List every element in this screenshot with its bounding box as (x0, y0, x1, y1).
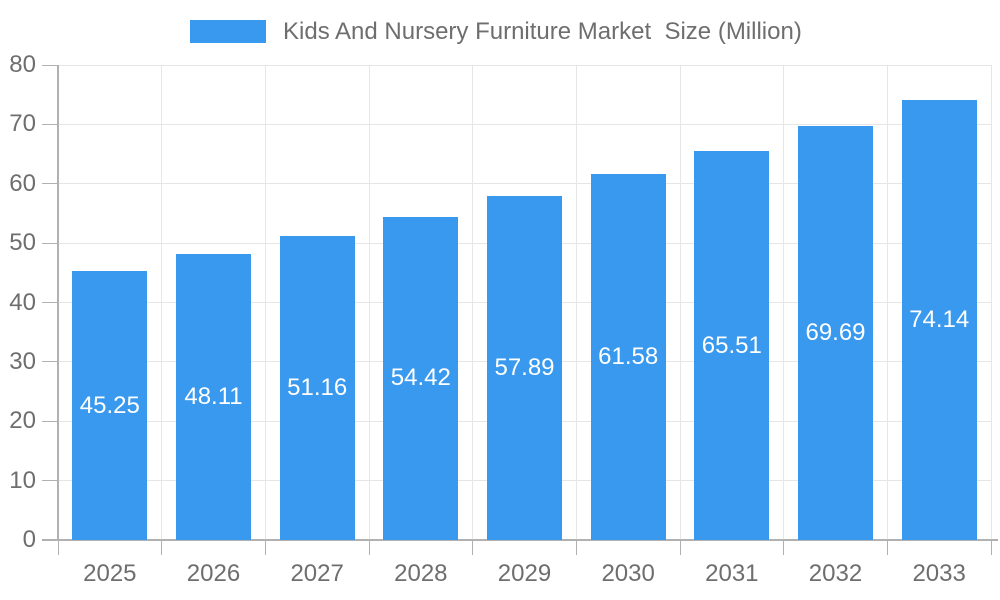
y-axis-label: 30 (9, 347, 36, 375)
x-axis-label: 2033 (912, 560, 966, 587)
x-gridline (886, 65, 888, 540)
y-axis-tick (42, 64, 58, 66)
x-axis-tick (472, 540, 474, 555)
bar-2029[interactable] (487, 196, 562, 540)
x-axis-label: 2029 (497, 560, 552, 587)
x-axis-line (42, 539, 998, 541)
bar-2032[interactable] (798, 126, 873, 540)
x-axis-tick (990, 540, 992, 555)
bar-2027[interactable] (279, 236, 355, 540)
x-axis-label: 2032 (808, 560, 863, 587)
bar-value-label: 74.14 (909, 305, 970, 333)
bar-2025[interactable] (72, 271, 148, 540)
x-gridline (264, 65, 266, 540)
y-axis-tick (42, 420, 58, 422)
x-axis-tick (264, 540, 266, 555)
x-gridline (783, 65, 785, 540)
y-gridline (58, 123, 991, 125)
y-axis-label: 10 (9, 466, 36, 494)
x-axis-tick (783, 540, 785, 555)
y-axis-label: 20 (9, 407, 36, 435)
y-axis-label: 60 (9, 169, 36, 197)
x-gridline (990, 65, 992, 540)
y-axis-tick (42, 183, 58, 185)
x-axis-label: 2031 (705, 560, 759, 587)
x-axis-label: 2030 (601, 560, 655, 587)
bar-2033[interactable] (901, 99, 977, 540)
legend-label[interactable]: Kids And Nursery Furniture Market Size (… (283, 18, 802, 45)
x-axis-tick (368, 540, 370, 555)
bar-value-label: 51.16 (287, 374, 348, 402)
x-gridline (679, 65, 681, 540)
legend-swatch[interactable] (190, 20, 266, 43)
y-gridline (58, 64, 991, 66)
x-axis-tick (161, 540, 163, 555)
y-axis-line (57, 65, 59, 540)
x-axis-tick (886, 540, 888, 555)
y-axis-label: 50 (9, 229, 36, 257)
x-axis-label: 2028 (394, 560, 448, 587)
bar-value-label: 61.58 (598, 343, 659, 371)
bar-2026[interactable] (176, 254, 251, 540)
y-axis-label: 0 (22, 526, 36, 553)
bar-2030[interactable] (590, 174, 666, 540)
y-axis-tick (42, 242, 58, 244)
y-axis-label: 70 (9, 110, 36, 138)
x-axis-tick (679, 540, 681, 555)
bar-value-label: 48.11 (184, 383, 243, 411)
bar-2031[interactable] (694, 151, 770, 540)
y-axis-tick (42, 480, 58, 482)
bar-2028[interactable] (383, 216, 459, 540)
bar-value-label: 65.51 (701, 331, 762, 359)
x-axis-tick (575, 540, 577, 555)
y-gridline (58, 183, 991, 185)
y-axis-tick (42, 361, 58, 363)
x-gridline (161, 65, 163, 540)
x-axis-label: 2027 (290, 560, 344, 587)
y-axis-tick (42, 302, 58, 303)
x-axis-tick (57, 540, 59, 555)
x-gridline (472, 65, 474, 540)
y-axis-tick (42, 123, 58, 125)
y-axis-label: 40 (9, 288, 36, 316)
bar-value-label: 45.25 (79, 391, 140, 419)
x-axis-label: 2026 (186, 560, 241, 587)
y-axis-label: 80 (9, 51, 36, 78)
x-gridline (368, 65, 370, 540)
bar-value-label: 57.89 (494, 354, 555, 382)
bar-value-label: 54.42 (390, 364, 451, 392)
x-gridline (575, 65, 577, 540)
bar-value-label: 69.69 (805, 319, 866, 347)
x-axis-label: 2025 (83, 560, 137, 587)
